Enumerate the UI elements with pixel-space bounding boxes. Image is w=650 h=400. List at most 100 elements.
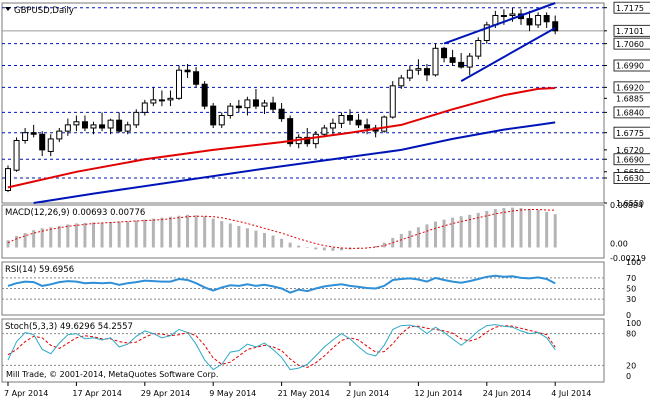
macd-histogram-bar — [100, 222, 104, 248]
candle — [441, 46, 448, 63]
macd-histogram-bar — [203, 216, 207, 248]
candle — [184, 63, 191, 78]
time-axis-label: 7 Apr 2014 — [4, 389, 48, 398]
time-axis: 7 Apr 2014 17 Apr 2014 29 Apr 2014 9 May 20… — [4, 382, 591, 398]
rsi-axis-label: 0 — [626, 311, 631, 320]
macd-histogram-bar — [237, 225, 241, 248]
price-axis-label: 1.6920 — [616, 84, 644, 93]
macd-histogram-bar — [143, 219, 147, 248]
macd-histogram-bar — [416, 227, 420, 248]
candle — [535, 12, 542, 28]
time-axis-label: 9 May 2014 — [209, 389, 256, 398]
macd-histogram-bar — [485, 210, 489, 248]
channel-upper-trendline — [443, 2, 556, 45]
candle — [432, 43, 439, 77]
bullish-candle-body — [150, 99, 157, 104]
bearish-candle-body — [458, 61, 465, 68]
macd-histogram-bar — [510, 207, 514, 248]
macd-histogram-bar — [382, 242, 386, 248]
macd-histogram-bar — [374, 246, 378, 248]
bullish-candle-body — [141, 102, 148, 113]
bullish-candle-body — [338, 115, 345, 124]
candle — [329, 118, 336, 135]
bullish-candle-body — [5, 168, 11, 191]
moving-average-blue — [33, 121, 556, 204]
bullish-candle-body — [90, 124, 97, 129]
dropdown-triangle-icon[interactable] — [5, 7, 11, 11]
time-axis-label: 24 Jun 2014 — [483, 389, 531, 398]
macd-histogram-bar — [399, 234, 403, 248]
candle — [218, 112, 225, 128]
macd-histogram-bar — [502, 208, 506, 248]
bearish-candle-body — [270, 102, 277, 110]
candle — [56, 128, 63, 143]
candle — [158, 90, 165, 107]
candle — [449, 49, 456, 66]
candle — [355, 113, 362, 128]
candle — [124, 121, 131, 135]
macd-title: MACD(12,26,9) 0.00693 0.00776 — [5, 208, 145, 218]
candle — [312, 131, 319, 149]
bullish-candle-body — [381, 116, 388, 132]
macd-histogram-bar — [228, 223, 232, 248]
candle — [398, 74, 405, 89]
macd-histogram-bar — [434, 221, 437, 248]
candle — [90, 121, 97, 135]
bearish-candle-body — [543, 15, 550, 23]
macd-histogram-bar — [23, 233, 27, 248]
bearish-candle-body — [304, 136, 311, 145]
macd-histogram-bar — [408, 230, 412, 248]
candle — [167, 90, 174, 107]
candle — [235, 99, 242, 113]
price-level-label-box — [613, 106, 650, 119]
price-axis-label: 1.6630 — [616, 174, 644, 183]
candle — [227, 103, 234, 119]
bullish-candle-body — [432, 47, 439, 76]
price-axis-label: 1.6840 — [616, 109, 644, 118]
time-axis-label: 2 Jun 2014 — [346, 389, 389, 398]
macd-histogram-bar — [32, 230, 36, 248]
macd-histogram-bar — [263, 233, 266, 248]
candle — [176, 65, 182, 100]
candle — [73, 115, 80, 132]
rsi-axis-label: 50 — [626, 285, 636, 294]
time-axis-label: 17 Apr 2014 — [72, 389, 121, 398]
bullish-candle-body — [176, 69, 182, 99]
candle — [99, 112, 106, 132]
macd-histogram-bar — [280, 238, 284, 248]
bullish-candle-body — [329, 122, 336, 129]
macd-histogram-bar — [322, 247, 326, 251]
rsi-axis-label: 100 — [626, 258, 641, 267]
bullish-candle-body — [167, 97, 174, 101]
candle — [39, 131, 46, 157]
bullish-candle-body — [124, 124, 131, 132]
macd-histogram-bar — [168, 216, 172, 248]
candle — [466, 53, 473, 75]
bullish-candle-body — [475, 40, 482, 57]
candle — [364, 118, 371, 135]
price-axis-label: 1.6690 — [616, 155, 644, 164]
bullish-candle-body — [389, 85, 396, 118]
candle — [526, 10, 533, 32]
candle — [244, 96, 251, 116]
bearish-candle-body — [201, 83, 208, 107]
price-axis-label: 1.6720 — [616, 146, 644, 155]
bearish-candle-body — [30, 132, 37, 135]
macd-histogram-bar — [126, 221, 130, 248]
rsi-axis-label: 30 — [626, 295, 636, 304]
macd-histogram-bar — [314, 247, 318, 250]
price-axis-label: 1.6990 — [616, 62, 644, 71]
macd-histogram-bar — [442, 219, 446, 248]
bearish-candle-body — [116, 119, 123, 132]
bearish-candle-body — [287, 118, 294, 145]
macd-histogram-bar — [271, 235, 275, 248]
candle — [389, 81, 396, 119]
candle — [13, 137, 20, 172]
bullish-candle-body — [56, 130, 63, 140]
macd-histogram-bar — [365, 247, 369, 248]
bullish-candle-body — [227, 105, 234, 116]
bullish-candle-body — [22, 132, 29, 141]
macd-histogram-bar — [459, 216, 463, 248]
